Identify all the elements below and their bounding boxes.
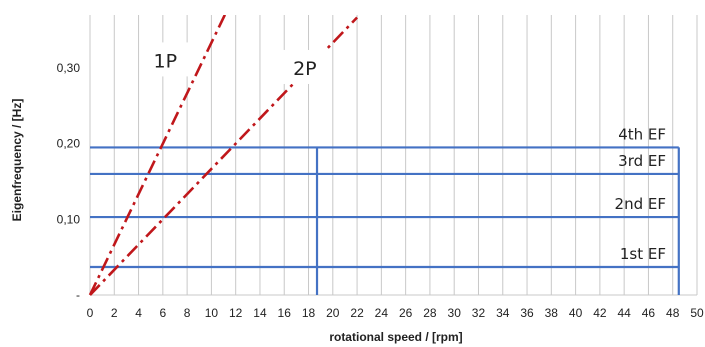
- series-label: 1P: [153, 50, 177, 72]
- x-tick-label: 22: [350, 306, 364, 320]
- series-label-bg: [280, 49, 329, 84]
- x-tick-label: 32: [472, 306, 486, 320]
- series-line: [88, 15, 227, 296]
- plot-area: 0 2 4 6 8 10 12 14 16 18 20 22 24 26 28 30 32 34 36 38 40 42 4…: [57, 15, 704, 320]
- x-tick-label: 6: [159, 306, 166, 320]
- x-tick-label: 44: [617, 306, 631, 320]
- eigenfrequency-labels: 1st EF 2nd EF 3rd EF 4th EF: [615, 125, 666, 263]
- ef-label: 1st EF: [620, 245, 666, 263]
- y-tick-label: 0,10: [57, 212, 81, 226]
- x-tick-label: 42: [593, 306, 607, 320]
- x-tick-label: 18: [302, 306, 316, 320]
- excitation-lines: [88, 15, 359, 296]
- x-axis-ticks: 0 2 4 6 8 10 12 14 16 18 20 22 24 26 28 30 32 34 36 38 40 42 4…: [87, 306, 704, 320]
- x-axis-title: rotational speed / [rpm]: [329, 330, 462, 344]
- series-label: 2P: [293, 58, 317, 80]
- eigenfrequency-lines: [90, 146, 680, 295]
- vertical-gridlines: [89, 15, 698, 296]
- x-tick-label: 36: [520, 306, 534, 320]
- ef-label: 4th EF: [618, 125, 666, 143]
- y-axis-title: Eigenfrequency / [Hz]: [10, 99, 24, 222]
- x-tick-label: 40: [569, 306, 583, 320]
- x-tick-label: 24: [375, 306, 389, 320]
- x-tick-label: 2: [111, 306, 118, 320]
- x-tick-label: 50: [690, 306, 704, 320]
- x-tick-label: 46: [642, 306, 656, 320]
- x-tick-label: 14: [253, 306, 267, 320]
- y-tick-label: -: [76, 288, 80, 302]
- x-tick-label: 38: [545, 306, 559, 320]
- x-tick-label: 0: [87, 306, 94, 320]
- x-tick-label: 28: [423, 306, 437, 320]
- y-tick-label: 0,20: [57, 137, 81, 151]
- series-label-bg: [141, 42, 190, 77]
- x-tick-label: 10: [205, 306, 219, 320]
- x-tick-label: 26: [399, 306, 413, 320]
- x-tick-label: 30: [448, 306, 462, 320]
- ef-label: 3rd EF: [618, 152, 666, 170]
- x-tick-label: 12: [229, 306, 243, 320]
- x-tick-label: 16: [278, 306, 292, 320]
- y-tick-label: 0,30: [57, 61, 81, 75]
- x-tick-label: 8: [184, 306, 191, 320]
- excitation-labels: 1P 2P: [141, 42, 329, 84]
- ef-label: 2nd EF: [615, 195, 666, 213]
- x-tick-label: 48: [666, 306, 680, 320]
- x-tick-label: 20: [326, 306, 340, 320]
- series-line: [89, 16, 359, 296]
- x-tick-label: 4: [135, 306, 142, 320]
- y-axis-ticks: - 0,10 0,20 0,30: [57, 61, 81, 302]
- x-tick-label: 34: [496, 306, 510, 320]
